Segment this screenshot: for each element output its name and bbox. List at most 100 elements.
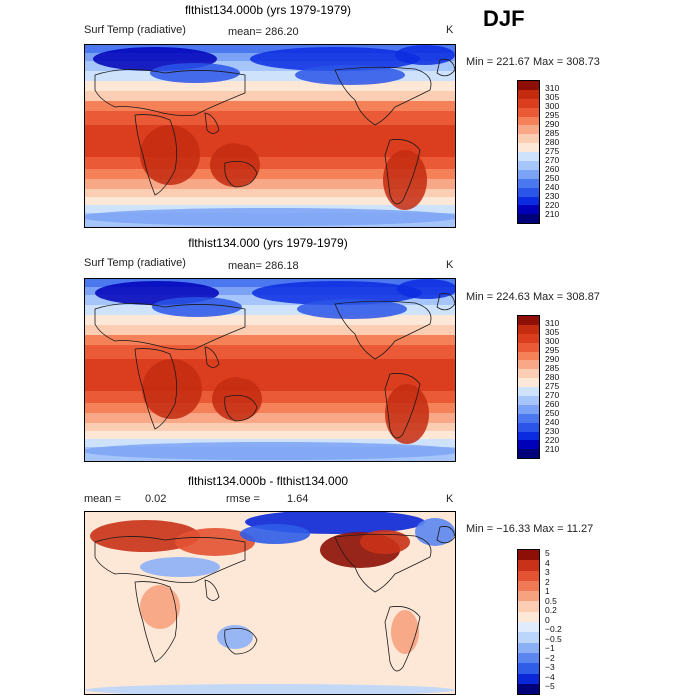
panel1-units: K bbox=[446, 24, 454, 36]
coastline bbox=[204, 112, 220, 134]
colorbar-swatch bbox=[518, 333, 539, 343]
colorbar-swatch bbox=[518, 196, 539, 206]
panel2-tick: 240 bbox=[545, 417, 560, 427]
colorbar-swatch bbox=[518, 143, 539, 153]
panel2-colorbar bbox=[517, 315, 540, 460]
panel2-tick: 250 bbox=[545, 408, 560, 418]
panel2-tick: 275 bbox=[545, 381, 560, 391]
temp-band bbox=[85, 101, 455, 111]
panel1-map bbox=[84, 44, 456, 228]
panel3-tick: 0 bbox=[545, 614, 550, 625]
panel2-tick: 285 bbox=[545, 363, 560, 373]
panel2-map-svg bbox=[85, 279, 455, 461]
panel2-tick: 280 bbox=[545, 372, 560, 382]
panel3-colorbar-labels: 5 4 3 2 1 0.5 0.2 0 −0.2 −0.5 −1 −2 −3 −… bbox=[545, 549, 585, 694]
panel3-rmse-value: 1.64 bbox=[287, 493, 309, 505]
panel1-colorbar-swatches bbox=[517, 80, 540, 225]
colorbar-swatch bbox=[518, 663, 539, 674]
temp-region bbox=[395, 45, 455, 65]
panel1-colorbar-labels: 310 305 300 295 290 285 280 275 270 260 … bbox=[545, 80, 585, 225]
panel3-map bbox=[84, 511, 456, 695]
panel3-map-svg bbox=[85, 512, 455, 694]
coastline bbox=[134, 114, 178, 196]
diff-region bbox=[391, 610, 419, 654]
temp-band bbox=[85, 91, 455, 101]
diff-region bbox=[360, 530, 410, 554]
panel3-tick: −5 bbox=[545, 681, 555, 691]
colorbar-swatch bbox=[518, 580, 539, 592]
colorbar-swatch bbox=[518, 683, 539, 695]
temp-region bbox=[140, 125, 200, 185]
panel2-minmax: Min = 224.63 Max = 308.87 bbox=[466, 291, 600, 303]
coastline bbox=[94, 536, 246, 583]
temp-band bbox=[85, 71, 455, 81]
colorbar-swatch bbox=[518, 560, 539, 571]
colorbar-swatch bbox=[518, 125, 539, 135]
coastline bbox=[334, 300, 432, 360]
colorbar-swatch bbox=[518, 161, 539, 170]
temp-band bbox=[85, 179, 455, 189]
colorbar-swatch bbox=[518, 378, 539, 388]
panel1-tick: 280 bbox=[545, 137, 560, 147]
coastline bbox=[384, 139, 421, 205]
panel3-tick: 1 bbox=[545, 586, 550, 596]
diff-region bbox=[240, 524, 310, 544]
panel3-tick: 0.2 bbox=[545, 605, 557, 615]
panel3-tick: −0.5 bbox=[545, 633, 562, 644]
panel2-variable: Surf Temp (radiative) bbox=[84, 257, 186, 269]
coastline bbox=[134, 581, 178, 663]
panel2-tick: 260 bbox=[545, 399, 560, 409]
colorbar-swatch bbox=[518, 214, 539, 224]
panel1-tick: 305 bbox=[545, 92, 560, 102]
temp-band bbox=[85, 403, 455, 413]
panel2-colorbar-labels: 310 305 300 295 290 285 280 275 270 260 … bbox=[545, 315, 585, 460]
panel3-minmax: Min = −16.33 Max = 11.27 bbox=[466, 523, 594, 535]
panel2-tick: 295 bbox=[545, 345, 560, 355]
diff-region bbox=[140, 585, 180, 629]
temp-region bbox=[150, 63, 240, 83]
colorbar-swatch bbox=[518, 601, 539, 612]
colorbar-swatch bbox=[518, 134, 539, 144]
colorbar-swatch bbox=[518, 116, 539, 126]
temp-region bbox=[252, 281, 422, 305]
coastline bbox=[384, 606, 421, 672]
panel2-tick: 270 bbox=[545, 390, 560, 400]
temp-region bbox=[295, 65, 405, 85]
colorbar-swatch bbox=[518, 387, 539, 397]
coastline bbox=[224, 160, 258, 188]
temp-band bbox=[85, 345, 455, 359]
colorbar-swatch bbox=[518, 81, 539, 90]
diff-region bbox=[175, 528, 255, 556]
colorbar-swatch bbox=[518, 316, 539, 325]
coastline bbox=[224, 627, 258, 655]
panel2-coastlines bbox=[94, 293, 455, 439]
temp-region bbox=[383, 150, 427, 210]
panel3-tick: −2 bbox=[545, 652, 555, 663]
panel1-colorbar bbox=[517, 80, 540, 225]
temp-band bbox=[85, 111, 455, 125]
panel2-tick: 290 bbox=[545, 354, 560, 364]
panel2-temperature-field bbox=[85, 279, 455, 461]
panel3-tick: 3 bbox=[545, 567, 550, 577]
colorbar-swatch bbox=[518, 611, 539, 623]
temp-region bbox=[142, 359, 202, 419]
temp-band bbox=[85, 197, 455, 205]
temp-region bbox=[85, 208, 455, 226]
panel3-title: flthist134.000b - flthist134.000 bbox=[187, 474, 349, 488]
coastline bbox=[384, 373, 421, 439]
colorbar-swatch bbox=[518, 570, 539, 581]
panel3-tick: 0.5 bbox=[545, 595, 557, 606]
panel1-coastlines bbox=[94, 59, 455, 205]
panel1-tick: 260 bbox=[545, 164, 560, 174]
panel1-variable: Surf Temp (radiative) bbox=[84, 24, 186, 36]
temp-band bbox=[85, 413, 455, 423]
colorbar-swatch bbox=[518, 652, 539, 664]
colorbar-swatch bbox=[518, 205, 539, 215]
temp-band bbox=[85, 335, 455, 345]
panel3-tick: −0.2 bbox=[545, 624, 562, 634]
panel3-rmse-label: rmse = bbox=[226, 493, 260, 505]
colorbar-swatch bbox=[518, 324, 539, 334]
panel2-tick: 310 bbox=[545, 318, 560, 328]
temp-region bbox=[85, 442, 455, 460]
panel2-tick: 210 bbox=[545, 444, 560, 454]
